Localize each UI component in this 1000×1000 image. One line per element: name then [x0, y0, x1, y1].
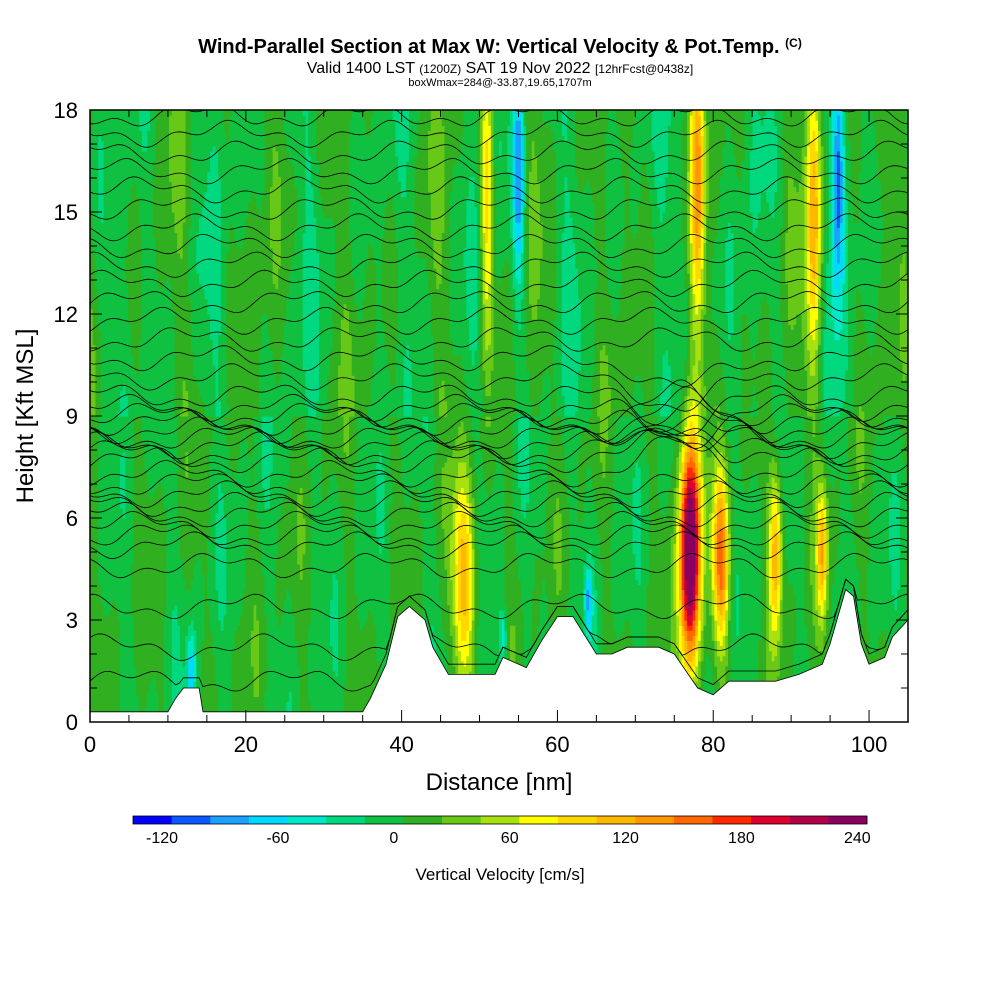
- heatmap-field: [90, 110, 911, 723]
